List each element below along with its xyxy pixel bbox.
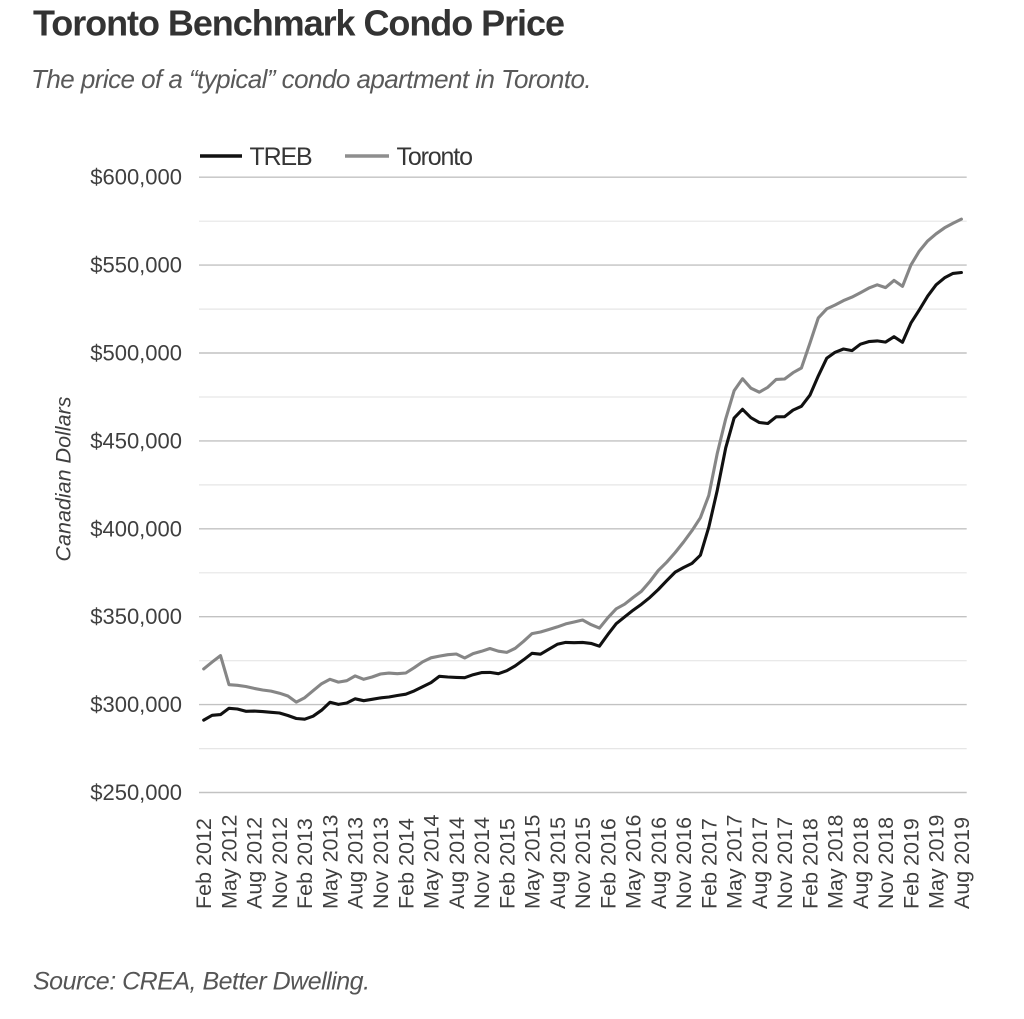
svg-text:Aug 2013: Aug 2013 [344, 817, 368, 909]
svg-text:Feb 2012: Feb 2012 [192, 818, 216, 909]
svg-text:$350,000: $350,000 [90, 604, 182, 629]
svg-text:$600,000: $600,000 [90, 165, 182, 190]
svg-text:May 2018: May 2018 [824, 815, 848, 909]
svg-text:Aug 2016: Aug 2016 [647, 817, 671, 909]
svg-text:Aug 2018: Aug 2018 [849, 817, 873, 909]
svg-text:Feb 2016: Feb 2016 [596, 818, 620, 909]
svg-text:May 2014: May 2014 [420, 815, 444, 909]
svg-text:May 2017: May 2017 [723, 815, 747, 909]
svg-text:$400,000: $400,000 [90, 516, 182, 541]
svg-text:Feb 2019: Feb 2019 [899, 818, 923, 909]
svg-text:Aug 2014: Aug 2014 [445, 817, 469, 909]
svg-text:Feb 2015: Feb 2015 [495, 818, 519, 909]
svg-text:Nov 2017: Nov 2017 [773, 817, 797, 909]
svg-text:Toronto: Toronto [397, 143, 473, 171]
svg-text:May 2013: May 2013 [318, 815, 342, 909]
svg-text:$450,000: $450,000 [90, 428, 182, 453]
svg-text:Feb 2014: Feb 2014 [394, 818, 418, 909]
svg-text:Aug 2019: Aug 2019 [950, 817, 974, 909]
svg-text:Feb 2017: Feb 2017 [697, 818, 721, 909]
svg-text:Nov 2016: Nov 2016 [672, 817, 696, 909]
svg-text:$250,000: $250,000 [90, 780, 182, 805]
svg-text:$550,000: $550,000 [90, 253, 182, 278]
svg-text:May 2019: May 2019 [925, 815, 949, 909]
svg-text:Nov 2018: Nov 2018 [874, 817, 898, 909]
svg-text:Nov 2014: Nov 2014 [470, 817, 494, 909]
svg-text:Nov 2012: Nov 2012 [268, 817, 292, 909]
svg-text:Canadian Dollars: Canadian Dollars [52, 396, 76, 561]
svg-text:The price of a “typical” condo: The price of a “typical” condo apartment… [31, 64, 591, 94]
svg-text:Feb 2013: Feb 2013 [293, 818, 317, 909]
svg-text:Nov 2013: Nov 2013 [369, 817, 393, 909]
svg-text:Feb 2018: Feb 2018 [798, 818, 822, 909]
svg-text:Aug 2012: Aug 2012 [243, 817, 267, 909]
svg-text:$300,000: $300,000 [90, 692, 182, 717]
svg-text:TREB: TREB [250, 143, 313, 171]
svg-text:May 2012: May 2012 [217, 815, 241, 909]
svg-text:May 2015: May 2015 [521, 815, 545, 909]
svg-text:$500,000: $500,000 [90, 341, 182, 366]
svg-text:Source: CREA, Better Dwelling.: Source: CREA, Better Dwelling. [33, 968, 370, 996]
svg-text:Aug 2017: Aug 2017 [748, 817, 772, 909]
svg-text:May 2016: May 2016 [622, 815, 646, 909]
svg-text:Nov 2015: Nov 2015 [571, 817, 595, 909]
svg-text:Aug 2015: Aug 2015 [546, 817, 570, 909]
svg-text:Toronto Benchmark Condo Price: Toronto Benchmark Condo Price [33, 3, 564, 44]
